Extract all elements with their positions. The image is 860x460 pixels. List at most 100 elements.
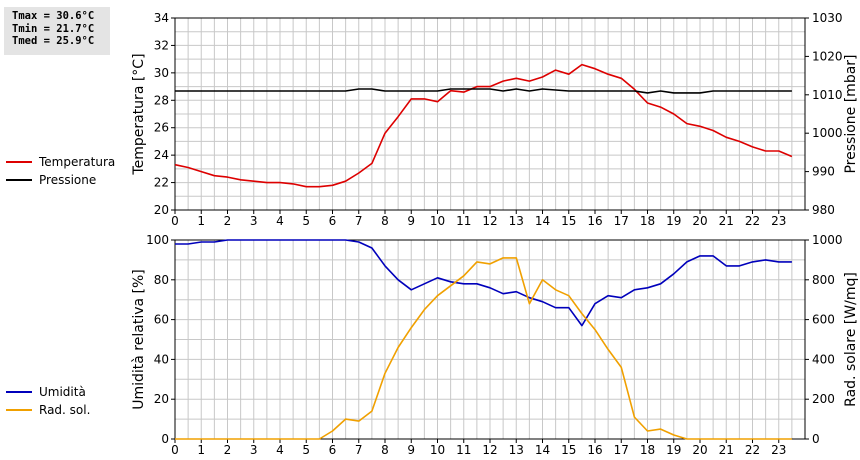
x-tick-label: 2 [224, 214, 232, 228]
tmin-text: Tmin = 21.7°C [12, 22, 95, 35]
x-tick-label: 11 [456, 443, 471, 457]
legend-swatch-umidita [6, 391, 32, 393]
x-tick-label: 0 [171, 214, 179, 228]
legend-swatch-rad-sol [6, 409, 32, 411]
x-tick-label: 23 [771, 443, 786, 457]
series-line-pressione [175, 88, 792, 94]
legend-label-temperatura: Temperatura [39, 155, 116, 169]
y2-tick-label: 1030 [812, 11, 843, 25]
series-line-rad-sol [175, 257, 792, 440]
y-tick-label: 20 [154, 392, 169, 406]
y2-tick-label: 800 [812, 273, 835, 287]
x-tick-label: 16 [587, 214, 602, 228]
x-tick-label: 13 [509, 443, 524, 457]
x-tick-label: 23 [771, 214, 786, 228]
y2-axis-title: Rad. solare [W/mq] [843, 272, 859, 407]
y-axis-title: Temperatura [°C] [131, 53, 147, 175]
x-tick-label: 17 [614, 443, 629, 457]
x-tick-label: 14 [535, 443, 550, 457]
x-tick-label: 17 [614, 214, 629, 228]
x-tick-label: 19 [666, 443, 681, 457]
x-tick-label: 10 [430, 443, 445, 457]
y-tick-label: 80 [154, 273, 169, 287]
y2-tick-label: 1020 [812, 49, 843, 63]
legend-label-pressione: Pressione [39, 173, 97, 187]
x-tick-label: 15 [561, 214, 576, 228]
y2-tick-label: 1000 [812, 233, 843, 247]
y2-tick-label: 1010 [812, 88, 843, 102]
x-tick-label: 22 [745, 214, 760, 228]
y-tick-label: 26 [154, 121, 169, 135]
x-tick-label: 1 [197, 443, 205, 457]
y-tick-label: 40 [154, 352, 169, 366]
legend-swatch-pressione [6, 179, 32, 181]
chart-panel-top: 0 1 2 3 4 5 6 7 8 9 10 11 12 13 14 15 16 17 18 19 20 21 22 2320… [131, 11, 859, 228]
y-tick-label: 34 [154, 11, 169, 25]
y2-tick-label: 200 [812, 392, 835, 406]
x-tick-label: 6 [329, 214, 337, 228]
x-tick-label: 16 [587, 443, 602, 457]
x-tick-label: 21 [719, 214, 734, 228]
y-axis-title: Umidità relativa [%] [131, 269, 147, 410]
x-tick-label: 0 [171, 443, 179, 457]
x-tick-label: 9 [407, 214, 415, 228]
y2-tick-label: 1000 [812, 126, 843, 140]
y2-tick-label: 400 [812, 352, 835, 366]
legend-top: Temperatura Pressione [6, 153, 115, 189]
x-tick-label: 4 [276, 214, 284, 228]
x-tick-label: 7 [355, 214, 363, 228]
x-tick-label: 8 [381, 443, 389, 457]
x-tick-label: 18 [640, 214, 655, 228]
x-tick-label: 1 [197, 214, 205, 228]
x-tick-label: 3 [250, 443, 258, 457]
x-tick-label: 12 [482, 443, 497, 457]
y-tick-label: 30 [154, 66, 169, 80]
series-line-temperatura [174, 63, 793, 188]
y-tick-label: 24 [154, 148, 169, 162]
legend-label-umidita: Umidità [39, 385, 86, 399]
x-tick-label: 9 [407, 443, 415, 457]
x-tick-label: 6 [329, 443, 337, 457]
legend-bottom: Umidità Rad. sol. [6, 383, 90, 419]
x-tick-label: 18 [640, 443, 655, 457]
x-tick-label: 10 [430, 214, 445, 228]
chart-panel-bottom: 0 1 2 3 4 5 6 7 8 9 10 11 12 13 14 15 16 17 18 19 20 21 22 2302… [131, 233, 859, 457]
x-tick-label: 14 [535, 214, 550, 228]
legend-item-temperatura: Temperatura [6, 153, 115, 171]
legend-item-pressione: Pressione [6, 171, 115, 189]
y-tick-label: 28 [154, 93, 169, 107]
tmax-text: Tmax = 30.6°C [12, 10, 95, 22]
x-tick-label: 5 [302, 443, 310, 457]
legend-label-rad-sol: Rad. sol. [39, 403, 91, 417]
y-tick-label: 100 [146, 233, 169, 247]
x-tick-label: 12 [482, 214, 497, 228]
x-tick-label: 3 [250, 214, 258, 228]
x-tick-label: 11 [456, 214, 471, 228]
x-tick-label: 15 [561, 443, 576, 457]
y2-axis-title: Pressione [mbar] [843, 54, 859, 173]
x-tick-label: 20 [692, 443, 707, 457]
x-tick-label: 22 [745, 443, 760, 457]
x-tick-label: 21 [719, 443, 734, 457]
y-tick-label: 22 [154, 176, 169, 190]
x-tick-label: 7 [355, 443, 363, 457]
y-tick-label: 32 [154, 38, 169, 52]
x-tick-label: 13 [509, 214, 524, 228]
legend-item-umidita: Umidità [6, 383, 90, 401]
tmed-text: Tmed = 25.9°C [12, 35, 95, 47]
series-line-umidit [175, 239, 792, 327]
x-tick-label: 2 [224, 443, 232, 457]
x-tick-label: 5 [302, 214, 310, 228]
y2-tick-label: 980 [812, 203, 835, 217]
x-tick-label: 19 [666, 214, 681, 228]
y2-tick-label: 990 [812, 165, 835, 179]
y2-tick-label: 600 [812, 313, 835, 327]
x-tick-label: 4 [276, 443, 284, 457]
legend-item-rad-sol: Rad. sol. [6, 401, 90, 419]
y-tick-label: 0 [161, 432, 169, 446]
stats-box: Tmax = 30.6°C Tmin = 21.7°C Tmed = 25.9°… [4, 7, 110, 55]
y-tick-label: 20 [154, 203, 169, 217]
y-tick-label: 60 [154, 313, 169, 327]
x-tick-label: 20 [692, 214, 707, 228]
